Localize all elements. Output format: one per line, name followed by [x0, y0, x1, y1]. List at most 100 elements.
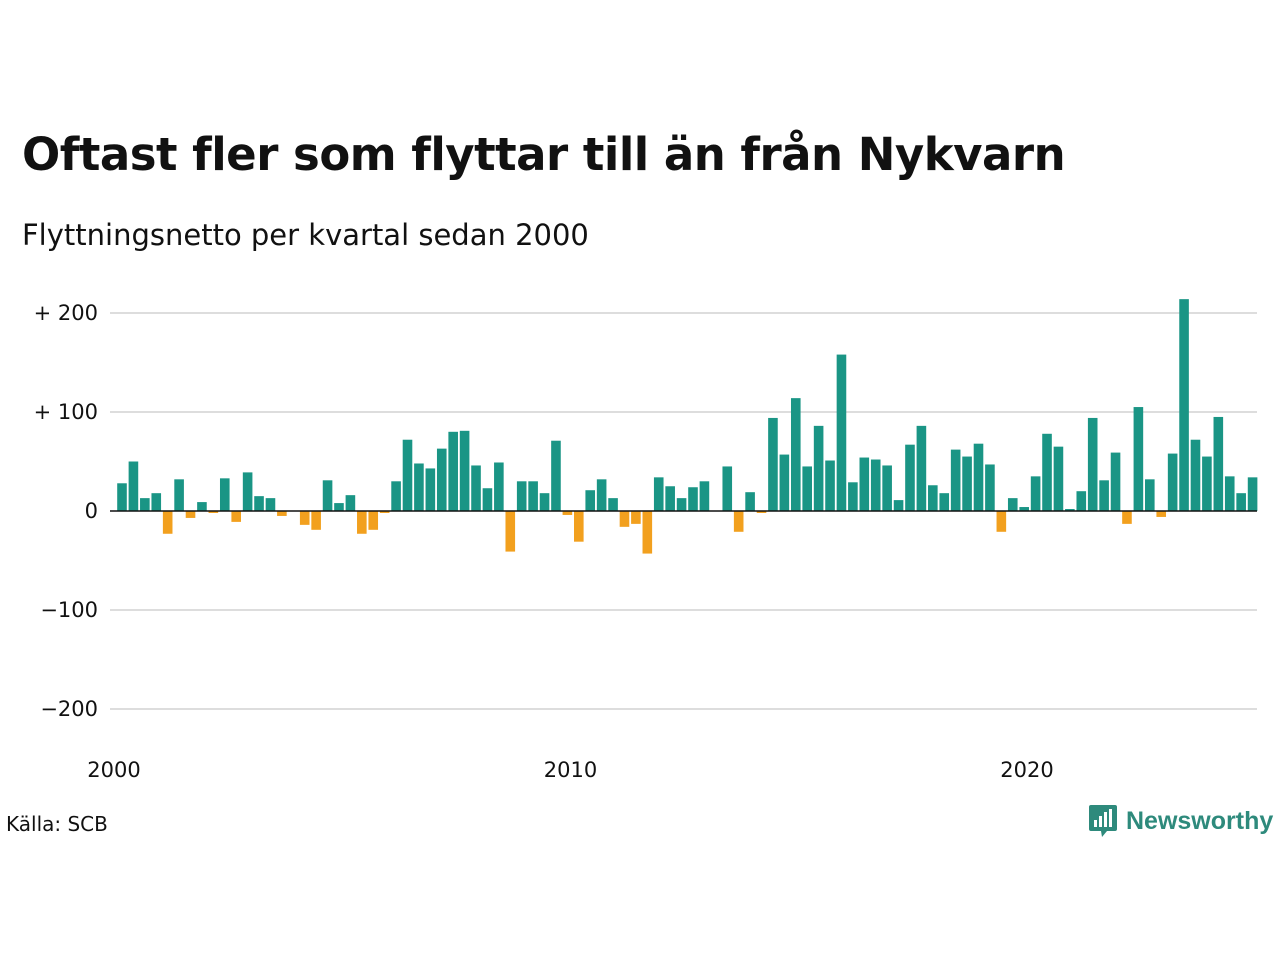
- bar-negative: [311, 511, 321, 530]
- bar-positive: [1213, 416, 1224, 511]
- bar-positive: [1076, 491, 1087, 511]
- bar-negative: [996, 511, 1007, 532]
- bar-positive: [882, 465, 892, 511]
- bar-positive: [1007, 498, 1018, 511]
- bar-negative: [642, 511, 653, 554]
- bar-positive: [174, 479, 184, 511]
- bar-positive: [825, 460, 835, 511]
- bar-negative: [619, 511, 630, 527]
- bar-positive: [322, 480, 333, 511]
- chart-subtitle: Flyttningsnetto per kvartal sedan 2000: [22, 218, 589, 252]
- bar-negative: [505, 511, 516, 552]
- bar-positive: [1110, 452, 1121, 511]
- bar-positive: [1019, 507, 1029, 511]
- x-tick-label: 2000: [87, 758, 140, 782]
- bar-positive: [1224, 476, 1235, 511]
- bar-positive: [745, 492, 755, 511]
- bar-positive: [585, 490, 596, 511]
- newsworthy-logo-icon: [1089, 805, 1117, 837]
- bar-positive: [802, 466, 812, 511]
- label-layer: + 200 + 100 0 −100 −200 2000 2010 2020: [34, 301, 1257, 782]
- bar-positive: [425, 468, 436, 511]
- bar-negative: [162, 511, 173, 534]
- bar-positive: [494, 462, 504, 511]
- bar-positive: [848, 482, 858, 511]
- bar-positive: [551, 440, 561, 511]
- brand-logo: Newsworthy: [1088, 802, 1273, 840]
- bar-positive: [265, 498, 276, 511]
- bar-positive: [1179, 299, 1189, 511]
- bar-positive: [779, 454, 790, 511]
- bar-positive: [973, 443, 984, 511]
- bar-positive: [1145, 479, 1155, 511]
- bar-negative: [562, 511, 573, 515]
- bar-positive: [516, 481, 527, 511]
- bar-positive: [219, 478, 230, 511]
- bar-positive: [608, 498, 618, 511]
- bar-negative: [1122, 511, 1132, 524]
- bar-negative: [231, 511, 241, 522]
- bar-negative: [1156, 511, 1167, 517]
- bar-positive: [448, 431, 458, 511]
- bar-positive: [459, 430, 470, 511]
- bar-positive: [1247, 477, 1258, 511]
- bar-positive: [345, 495, 356, 511]
- bar-positive: [1087, 417, 1098, 511]
- bar-positive: [596, 479, 607, 511]
- bar-positive: [859, 457, 870, 511]
- bar-positive: [928, 485, 938, 511]
- bar-positive: [471, 465, 481, 511]
- bar-positive: [1099, 480, 1109, 511]
- bar-positive: [402, 439, 413, 511]
- bar-positive: [528, 481, 538, 511]
- bar-positive: [699, 481, 710, 511]
- bar-negative: [631, 511, 641, 524]
- bar-positive: [140, 498, 150, 511]
- x-tick-label: 2010: [544, 758, 597, 782]
- y-tick-label: + 100: [34, 400, 98, 424]
- bar-positive: [1167, 453, 1178, 511]
- bar-positive: [334, 503, 344, 511]
- y-tick-label: 0: [85, 499, 98, 523]
- bar-positive: [391, 481, 401, 511]
- bar-layer: [117, 299, 1258, 554]
- bar-positive: [653, 477, 664, 511]
- bar-positive: [128, 461, 139, 511]
- bar-positive: [1030, 476, 1041, 511]
- bar-positive: [254, 496, 264, 511]
- bar-positive: [1202, 456, 1212, 511]
- bar-positive: [836, 354, 847, 511]
- bar-positive: [197, 502, 207, 511]
- bar-positive: [151, 493, 162, 511]
- bar-negative: [185, 511, 196, 518]
- bar-positive: [688, 487, 698, 511]
- y-tick-label: −200: [40, 697, 98, 721]
- bar-positive: [939, 493, 950, 511]
- bar-negative: [574, 511, 584, 542]
- bar-chart: + 200 + 100 0 −100 −200 2000 2010 2020: [34, 299, 1258, 782]
- bar-negative: [277, 511, 287, 516]
- bar-negative: [379, 511, 390, 513]
- bar-positive: [813, 425, 824, 511]
- bar-positive: [905, 444, 915, 511]
- bar-positive: [414, 463, 424, 511]
- bar-positive: [1133, 407, 1144, 511]
- bar-positive: [242, 472, 253, 511]
- bar-positive: [950, 449, 961, 511]
- bar-positive: [870, 459, 881, 511]
- grid-layer: [110, 312, 1257, 710]
- bar-positive: [962, 456, 972, 511]
- bar-positive: [1190, 439, 1201, 511]
- bar-positive: [1053, 446, 1064, 511]
- bar-positive: [985, 464, 995, 511]
- bar-negative: [299, 511, 310, 525]
- brand-name: Newsworthy: [1126, 806, 1274, 835]
- source-note: Källa: SCB: [6, 812, 108, 836]
- bar-positive: [482, 488, 493, 511]
- bar-positive: [768, 417, 778, 511]
- bar-positive: [436, 448, 447, 511]
- bar-positive: [893, 500, 904, 511]
- bar-positive: [1236, 493, 1246, 511]
- y-tick-label: + 200: [34, 301, 98, 325]
- bar-positive: [665, 486, 675, 511]
